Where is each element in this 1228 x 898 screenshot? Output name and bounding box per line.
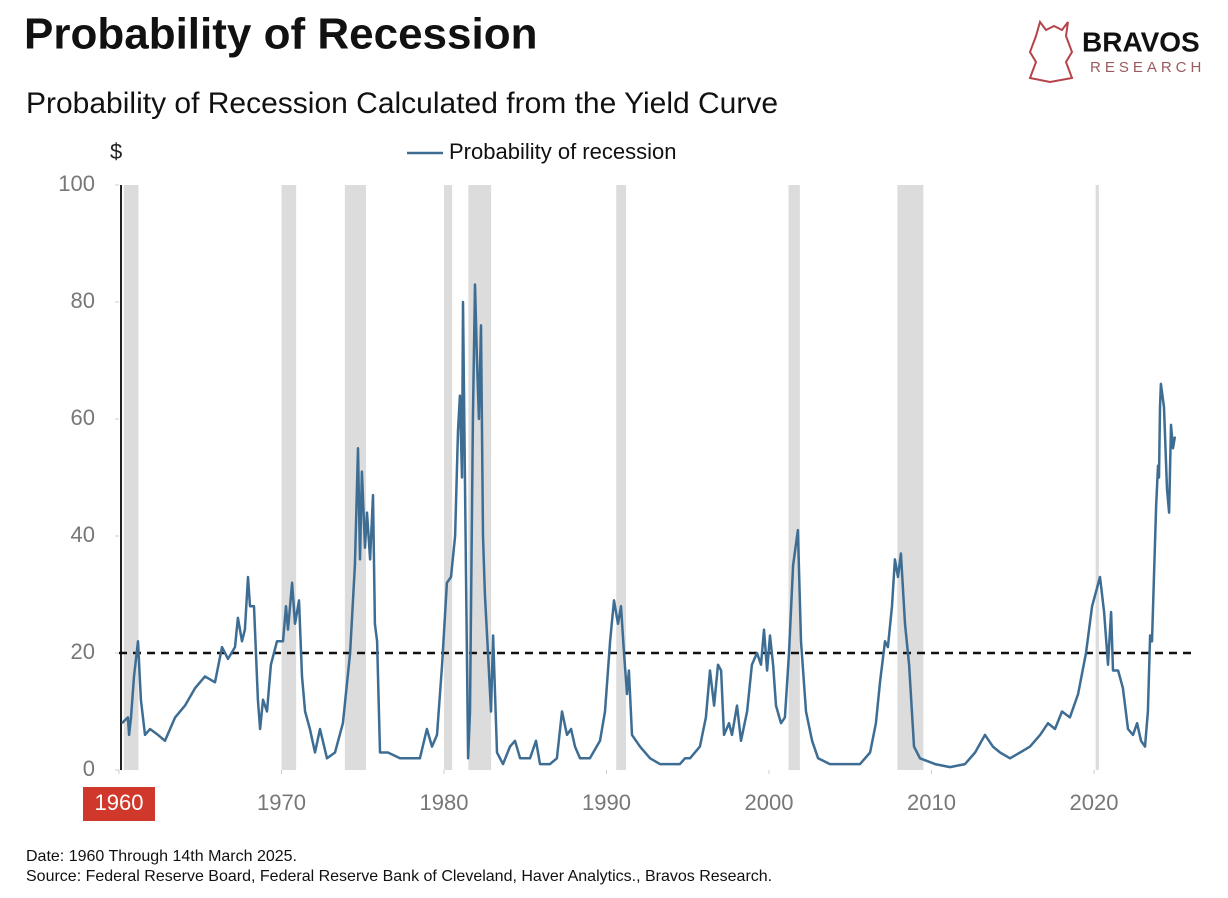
brand: BRAVOS [1082, 26, 1200, 57]
recession-band [616, 185, 626, 770]
y-axis-label: $ [110, 139, 122, 164]
x-tick-label: 1960 [95, 790, 144, 815]
y-tick-label: 60 [71, 405, 95, 430]
note: Source: Federal Reserve Board, Federal R… [26, 868, 772, 885]
x-tick-highlight [83, 787, 155, 821]
recession-band [344, 185, 366, 770]
brand-sub: RESEARCH [1090, 59, 1205, 76]
y-tick-label: 0 [83, 756, 95, 781]
x-tick-label: 1980 [420, 790, 469, 815]
y-tick-label: 20 [71, 639, 95, 664]
legend-label: Probability of recession [449, 139, 676, 164]
chart-subtitle: Probability of Recession Calculated from… [26, 87, 778, 120]
recession-band [788, 185, 800, 770]
series-line [121, 283, 1177, 769]
y-tick-label: 40 [71, 522, 95, 547]
y-tick-label: 100 [58, 171, 95, 196]
x-tick-label: 2010 [907, 790, 956, 815]
recession-band [444, 185, 453, 770]
logo-icon [1028, 19, 1074, 84]
recession-band [1095, 185, 1099, 770]
y-tick-label: 80 [71, 288, 95, 313]
logo: BRAVOS RESEARCH [1028, 19, 1205, 84]
x-tick-label: 2000 [745, 790, 794, 815]
x-tick-label: 2020 [1070, 790, 1119, 815]
recession-band [281, 185, 297, 770]
x-tick-label: 1970 [257, 790, 306, 815]
x-tick-label: 1990 [582, 790, 631, 815]
chart-title: Probability of Recession [24, 10, 537, 59]
note: Date: 1960 Through 14th March 2025. [26, 848, 297, 865]
recession-band [123, 185, 139, 770]
